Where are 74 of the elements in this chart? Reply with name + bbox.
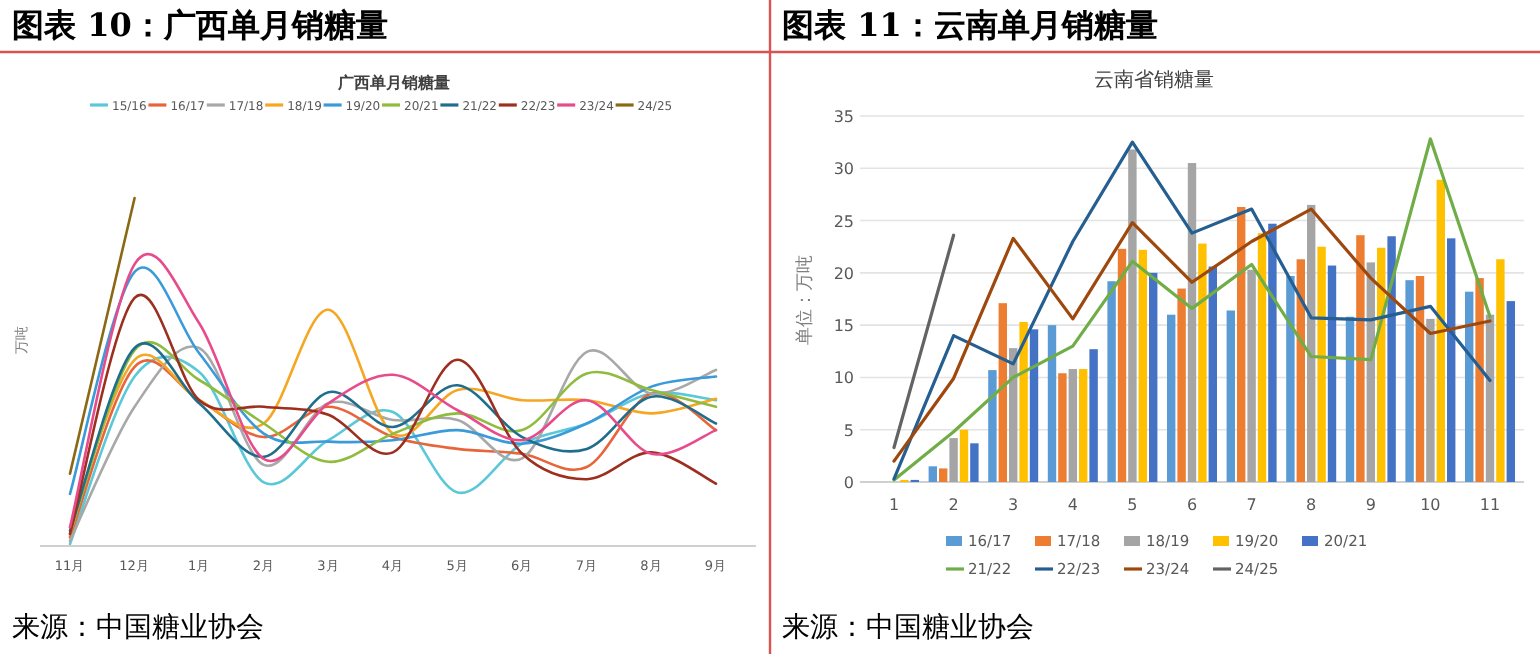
- x-tick-label: 10: [1420, 496, 1441, 514]
- bar: [1426, 318, 1435, 482]
- bar: [1187, 163, 1197, 482]
- bar: [1068, 369, 1077, 482]
- y-tick-label: 25: [833, 212, 854, 231]
- source-note: 来源：中国糖业协会: [12, 612, 264, 644]
- chart-title: 图表 11：云南单月销糖量: [782, 6, 1158, 44]
- bar: [928, 466, 937, 482]
- bar: [1356, 235, 1365, 482]
- bar: [970, 443, 979, 482]
- chart-subtitle: 广西单月销糖量: [336, 74, 450, 92]
- y-tick-label: 10: [833, 369, 854, 388]
- y-axis-title: 单位：万吨: [794, 255, 816, 345]
- y-tick-label: 20: [833, 264, 854, 283]
- bar: [939, 468, 948, 482]
- chart-title: 图表 10：广西单月销糖量: [12, 6, 388, 44]
- x-tick-label: 11: [1479, 496, 1501, 514]
- bar: [1029, 329, 1039, 482]
- bar: [1149, 272, 1158, 482]
- x-tick-label: 4: [1067, 496, 1078, 514]
- bar: [1475, 278, 1484, 482]
- bar: [1387, 236, 1396, 482]
- bar: [1485, 314, 1495, 482]
- bar: [1058, 373, 1067, 482]
- bar: [1496, 259, 1505, 482]
- bar: [1447, 238, 1456, 482]
- bar: [1226, 310, 1235, 482]
- bar: [1019, 322, 1028, 482]
- chart-subtitle: 云南省销糖量: [1094, 68, 1214, 92]
- bar: [1506, 301, 1515, 482]
- x-tick-label: 3: [1008, 496, 1019, 514]
- bar: [1286, 275, 1295, 482]
- x-tick-label: 8: [1306, 496, 1317, 514]
- bar: [1307, 204, 1316, 482]
- x-tick-label: 5: [1127, 496, 1138, 514]
- bar: [1237, 206, 1246, 482]
- line-series: [892, 207, 1492, 463]
- bar: [1167, 314, 1176, 482]
- bar: [1247, 269, 1256, 482]
- bar: [959, 429, 969, 482]
- y-tick-label: 5: [843, 421, 854, 440]
- bar: [1047, 325, 1057, 482]
- bar: [1089, 349, 1098, 482]
- bar: [1296, 259, 1305, 482]
- y-tick-label: 30: [833, 160, 854, 179]
- bar: [1405, 280, 1414, 482]
- y-tick-label: 15: [833, 317, 854, 336]
- bar: [1327, 265, 1337, 482]
- x-tick-label: 2: [948, 496, 959, 514]
- bar: [1345, 316, 1355, 482]
- bar: [1117, 248, 1127, 482]
- y-tick-label: 35: [833, 108, 854, 126]
- x-tick-label: 9: [1365, 496, 1376, 514]
- x-tick-label: 6: [1186, 496, 1198, 514]
- bar: [1128, 149, 1137, 482]
- bar: [1208, 266, 1217, 482]
- bar: [1268, 223, 1277, 482]
- bar: [1415, 275, 1425, 482]
- source-note: 来源：中国糖业协会: [782, 612, 1034, 644]
- bar: [949, 438, 958, 482]
- bar: [1177, 288, 1186, 482]
- bar: [1107, 281, 1116, 482]
- bar: [998, 303, 1007, 482]
- y-tick-label: 0: [843, 474, 854, 492]
- bar: [1465, 291, 1474, 482]
- bar: [1079, 369, 1088, 482]
- bar: [1436, 179, 1445, 482]
- bar: [1257, 233, 1267, 482]
- x-tick-label: 1: [888, 496, 900, 514]
- bar: [1198, 243, 1207, 482]
- bar: [1138, 249, 1147, 482]
- bar: [1317, 246, 1326, 482]
- x-tick-label: 7: [1246, 496, 1257, 514]
- bar: [988, 370, 997, 482]
